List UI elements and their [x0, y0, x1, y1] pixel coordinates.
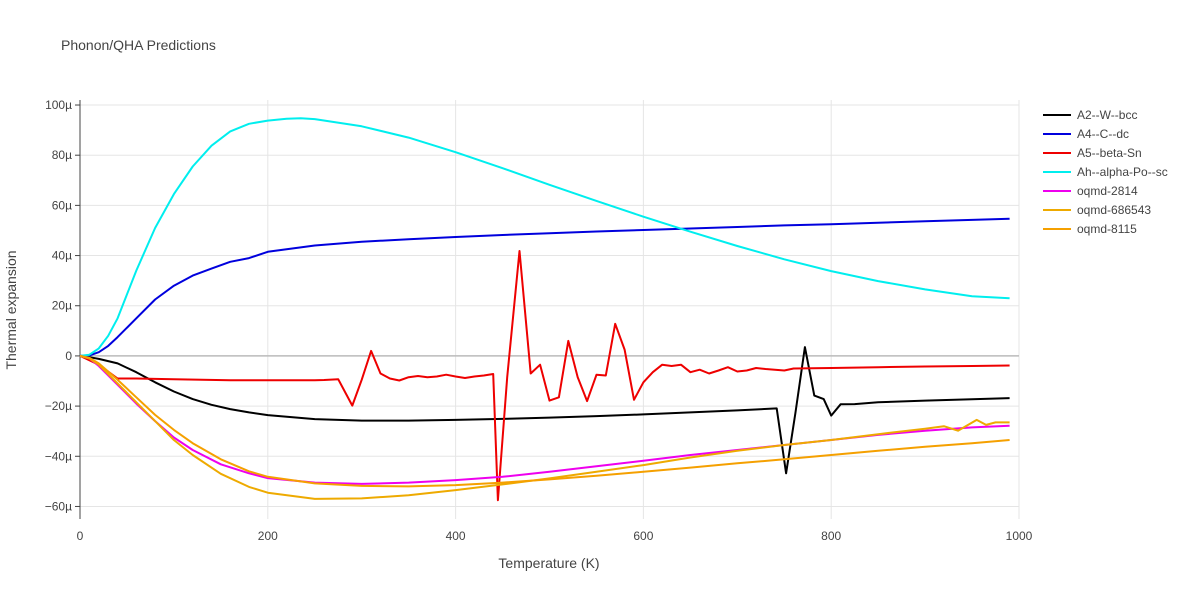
legend-item[interactable]: oqmd-8115 — [1043, 222, 1137, 236]
legend-label: oqmd-2814 — [1077, 184, 1138, 198]
legend-label: A4--C--dc — [1077, 127, 1129, 141]
legend[interactable]: A2--W--bcc A4--C--dc A5--beta-Sn Ah--alpha-… — [1043, 108, 1168, 236]
y-tick-label: 20µ — [52, 299, 72, 313]
y-axis-label: Thermal expansion — [3, 250, 19, 369]
y-tick-label: 0 — [65, 349, 72, 363]
y-tick-label: 40µ — [52, 249, 72, 263]
legend-item[interactable]: A5--beta-Sn — [1043, 146, 1142, 160]
x-tick-label: 200 — [258, 529, 278, 543]
series-line-oqmd-686543 — [79, 354, 1010, 500]
series-layer — [79, 117, 1010, 502]
series-line-A4--C--dc — [79, 217, 1010, 357]
y-tick-label: −60µ — [45, 499, 72, 513]
y-tick-label: −20µ — [45, 399, 72, 413]
y-tick-label: 100µ — [45, 98, 72, 112]
legend-label: oqmd-8115 — [1077, 222, 1137, 236]
series-line-A2--W--bcc — [79, 346, 1010, 475]
y-tick-label: 60µ — [52, 198, 72, 212]
y-tick-label: −40µ — [45, 449, 72, 463]
x-axis-label: Temperature (K) — [498, 555, 599, 571]
y-axis-ticks: −60µ −40µ −20µ 0 20µ 40µ 60µ 80µ 100µ — [45, 98, 80, 513]
legend-item[interactable]: A2--W--bcc — [1043, 108, 1137, 122]
legend-item[interactable]: oqmd-2814 — [1043, 184, 1138, 198]
legend-item[interactable]: oqmd-686543 — [1043, 203, 1151, 217]
series-line-A5--beta-Sn — [79, 250, 1010, 502]
legend-label: oqmd-686543 — [1077, 203, 1151, 217]
legend-item[interactable]: A4--C--dc — [1043, 127, 1129, 141]
x-tick-label: 600 — [633, 529, 653, 543]
x-tick-label: 400 — [446, 529, 466, 543]
zero-line — [79, 100, 1019, 519]
x-axis-ticks: 0 200 400 600 800 1000 — [77, 529, 1033, 543]
x-tick-label: 800 — [821, 529, 841, 543]
grid — [79, 100, 1020, 519]
x-tick-label: 0 — [77, 529, 84, 543]
series-line-oqmd-2814 — [79, 354, 1010, 485]
legend-label: Ah--alpha-Po--sc — [1077, 165, 1168, 179]
legend-label: A2--W--bcc — [1077, 108, 1137, 122]
chart-title: Phonon/QHA Predictions — [61, 37, 216, 53]
series-line-oqmd-8115 — [79, 354, 1010, 488]
y-tick-label: 80µ — [52, 148, 72, 162]
series-line-Ah--alpha-Po--sc — [79, 117, 1010, 357]
x-tick-label: 1000 — [1006, 529, 1033, 543]
legend-item[interactable]: Ah--alpha-Po--sc — [1043, 165, 1168, 179]
legend-label: A5--beta-Sn — [1077, 146, 1142, 160]
